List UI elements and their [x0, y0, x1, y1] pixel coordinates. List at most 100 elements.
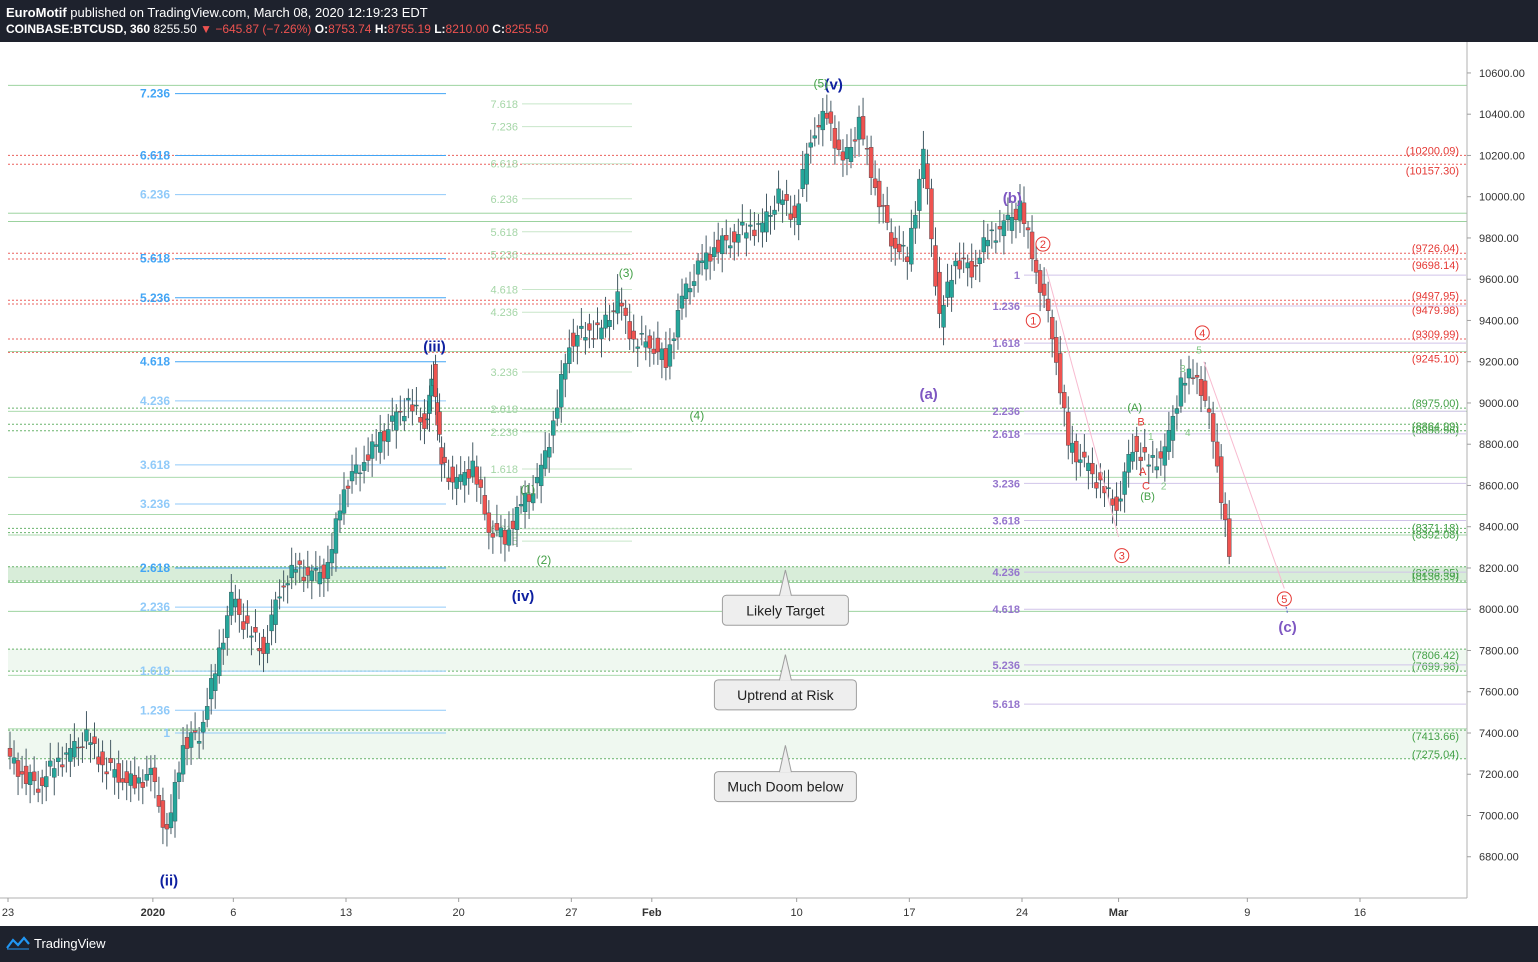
candle-body[interactable] [321, 564, 327, 579]
candle-body[interactable] [414, 404, 419, 407]
candle-body[interactable] [760, 222, 765, 233]
candle-body[interactable] [382, 430, 387, 442]
candle-body[interactable] [1142, 447, 1147, 453]
candle-body[interactable] [559, 374, 564, 408]
candle-body[interactable] [345, 485, 351, 489]
chart-area[interactable]: (10200.09) (10157.30) (9726.04) (9698.14) (9… [0, 42, 1538, 926]
candle-body[interactable] [522, 493, 528, 512]
candle-body[interactable] [1041, 283, 1047, 296]
candle-body[interactable] [639, 333, 644, 335]
candle-body[interactable] [1078, 459, 1083, 463]
candle-body[interactable] [1190, 377, 1196, 379]
candle-body[interactable] [390, 415, 395, 422]
candle-body[interactable] [76, 746, 81, 749]
candle-body[interactable] [466, 469, 471, 479]
candle-body[interactable] [132, 774, 137, 789]
candle-body[interactable] [687, 288, 693, 293]
candle-body[interactable] [1025, 227, 1031, 231]
candle-body[interactable] [92, 736, 97, 744]
candle-body[interactable] [100, 751, 105, 766]
candle-body[interactable] [832, 128, 838, 149]
candle-body[interactable] [1126, 454, 1131, 473]
candle-body[interactable] [667, 344, 673, 367]
candle-body[interactable] [249, 635, 254, 638]
candle-body[interactable] [1170, 415, 1176, 441]
candle-body[interactable] [627, 321, 632, 340]
candle-body[interactable] [1182, 382, 1188, 386]
tradingview-logo-icon[interactable] [6, 936, 30, 950]
candle-body[interactable] [659, 348, 665, 360]
candle-body[interactable] [909, 227, 914, 265]
candle-body[interactable] [856, 116, 862, 140]
candle-body[interactable] [595, 322, 600, 326]
candle-body[interactable] [1198, 379, 1204, 396]
candle-body[interactable] [333, 518, 339, 554]
candle-body[interactable] [128, 773, 133, 786]
candle-body[interactable] [204, 706, 210, 720]
candle-body[interactable] [876, 180, 882, 208]
candle-body[interactable] [293, 569, 298, 573]
candle-body[interactable] [981, 237, 986, 253]
candle-body[interactable] [301, 576, 306, 581]
candle-body[interactable] [297, 560, 302, 565]
candle-body[interactable] [1049, 317, 1055, 340]
candle-body[interactable] [217, 647, 222, 677]
candle-body[interactable] [1138, 456, 1143, 461]
candle-body[interactable] [772, 209, 777, 215]
candle-body[interactable] [965, 262, 970, 269]
candle-body[interactable] [1005, 214, 1011, 221]
candle-body[interactable] [1134, 435, 1139, 452]
candle-body[interactable] [442, 456, 447, 463]
candle-body[interactable] [325, 562, 331, 579]
candle-body[interactable] [913, 214, 918, 229]
candle-body[interactable] [104, 771, 109, 775]
candle-body[interactable] [800, 169, 805, 189]
candle-body[interactable] [816, 125, 821, 128]
candle-body[interactable] [269, 614, 274, 632]
candle-body[interactable] [27, 772, 33, 785]
candle-body[interactable] [1223, 503, 1228, 520]
candle-body[interactable] [506, 529, 512, 546]
candle-body[interactable] [1174, 408, 1180, 414]
candle-body[interactable] [1210, 413, 1216, 442]
candle-body[interactable] [1114, 496, 1119, 511]
candle-body[interactable] [643, 341, 648, 348]
candle-body[interactable] [241, 621, 246, 630]
candle-body[interactable] [369, 441, 375, 459]
candle-body[interactable] [631, 330, 636, 340]
candle-body[interactable] [518, 504, 524, 507]
candle-body[interactable] [619, 302, 624, 307]
candle-body[interactable] [828, 111, 834, 124]
candle-body[interactable] [398, 410, 403, 413]
candle-body[interactable] [1166, 430, 1172, 452]
candle-body[interactable] [1090, 463, 1095, 475]
candle-body[interactable] [1045, 298, 1051, 311]
candle-body[interactable] [1214, 441, 1220, 467]
candle-body[interactable] [40, 777, 45, 786]
candle-body[interactable] [567, 347, 572, 364]
candle-body[interactable] [253, 627, 258, 633]
candle-body[interactable] [365, 454, 371, 461]
candle-body[interactable] [1066, 411, 1071, 446]
symbol-name[interactable]: COINBASE:BTCUSD, 360 [6, 22, 151, 36]
candle-body[interactable] [450, 466, 455, 483]
candle-body[interactable] [213, 673, 218, 691]
candle-body[interactable] [373, 444, 379, 447]
candle-body[interactable] [977, 257, 982, 264]
candle-body[interactable] [563, 363, 568, 380]
candle-body[interactable] [872, 178, 878, 189]
candle-body[interactable] [357, 472, 363, 475]
candle-body[interactable] [804, 153, 809, 185]
candle-body[interactable] [1029, 231, 1035, 259]
candle-body[interactable] [394, 411, 399, 431]
candle-body[interactable] [427, 394, 432, 414]
candle-body[interactable] [498, 527, 504, 538]
candle-body[interactable] [349, 471, 355, 482]
candle-body[interactable] [945, 281, 950, 298]
candle-body[interactable] [961, 257, 966, 260]
candle-body[interactable] [425, 418, 430, 421]
candle-body[interactable] [1033, 259, 1039, 273]
candle-body[interactable] [72, 741, 77, 758]
candle-body[interactable] [289, 564, 294, 579]
candle-body[interactable] [1058, 353, 1063, 394]
